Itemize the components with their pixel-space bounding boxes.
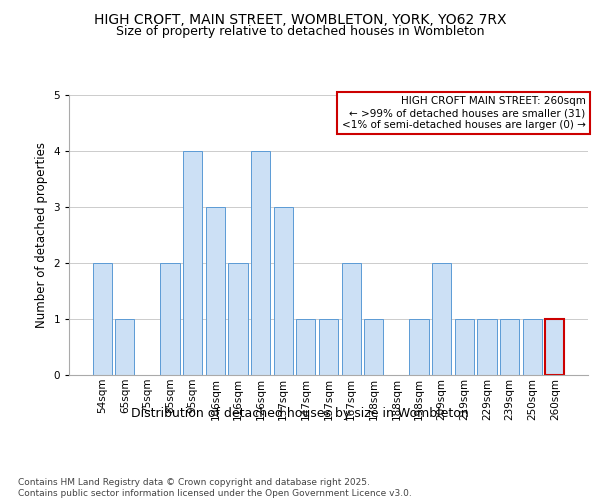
Bar — [523, 319, 542, 375]
Text: HIGH CROFT, MAIN STREET, WOMBLETON, YORK, YO62 7RX: HIGH CROFT, MAIN STREET, WOMBLETON, YORK… — [94, 12, 506, 26]
Bar — [160, 263, 180, 375]
Bar — [183, 151, 202, 375]
Bar — [545, 319, 565, 375]
Bar — [319, 319, 338, 375]
Bar — [92, 263, 112, 375]
Bar — [115, 319, 134, 375]
Bar — [274, 207, 293, 375]
Bar — [206, 207, 225, 375]
Text: Size of property relative to detached houses in Wombleton: Size of property relative to detached ho… — [116, 25, 484, 38]
Bar — [229, 263, 248, 375]
Y-axis label: Number of detached properties: Number of detached properties — [35, 142, 48, 328]
Bar — [455, 319, 474, 375]
Text: Contains HM Land Registry data © Crown copyright and database right 2025.
Contai: Contains HM Land Registry data © Crown c… — [18, 478, 412, 498]
Bar — [296, 319, 316, 375]
Bar — [251, 151, 270, 375]
Bar — [364, 319, 383, 375]
Bar — [500, 319, 519, 375]
Text: HIGH CROFT MAIN STREET: 260sqm
← >99% of detached houses are smaller (31)
<1% of: HIGH CROFT MAIN STREET: 260sqm ← >99% of… — [341, 96, 586, 130]
Text: Distribution of detached houses by size in Wombleton: Distribution of detached houses by size … — [131, 408, 469, 420]
Bar — [477, 319, 497, 375]
Bar — [341, 263, 361, 375]
Bar — [409, 319, 428, 375]
Bar — [432, 263, 451, 375]
